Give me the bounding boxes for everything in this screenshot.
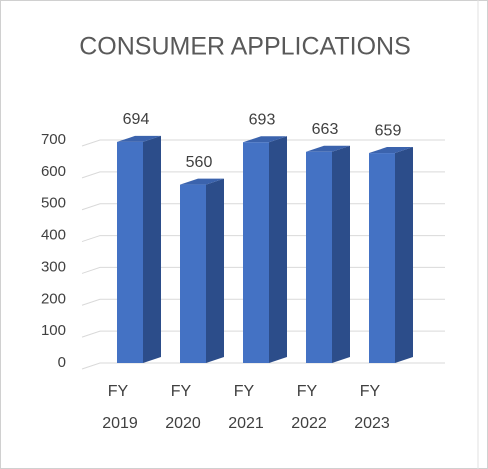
bar-top xyxy=(117,135,161,142)
y-tick-label: 300 xyxy=(41,258,66,275)
chart-title: CONSUMER APPLICATIONS xyxy=(79,33,411,61)
bar-side xyxy=(395,147,413,363)
grid-line xyxy=(81,139,445,147)
x-tick-label: FY 2023 xyxy=(354,383,390,432)
y-tick-label: 200 xyxy=(41,290,66,307)
data-label: 663 xyxy=(312,121,339,138)
y-tick-label: 700 xyxy=(41,131,66,148)
data-label: 659 xyxy=(375,122,402,139)
data-label: 560 xyxy=(186,154,213,171)
bar xyxy=(117,141,143,363)
bar xyxy=(180,184,206,363)
bar-top xyxy=(180,178,224,185)
x-tick-label: FY 2019 xyxy=(102,383,138,432)
x-tick-label: FY 2022 xyxy=(291,383,327,432)
bar-top xyxy=(306,145,350,152)
bar xyxy=(243,142,269,363)
bar xyxy=(369,153,395,363)
data-label: 693 xyxy=(249,111,276,128)
bar-side xyxy=(143,135,161,363)
bar-side xyxy=(332,145,350,363)
data-label: 694 xyxy=(123,111,150,128)
bar-side xyxy=(206,178,224,363)
y-tick-label: 100 xyxy=(41,322,66,339)
x-tick-label: FY 2021 xyxy=(228,383,264,432)
y-tick-label: 600 xyxy=(41,163,66,180)
x-tick-label: FY 2020 xyxy=(165,383,201,432)
y-tick-label: 500 xyxy=(41,195,66,212)
bar-top xyxy=(243,136,287,143)
bar-top xyxy=(369,147,413,154)
y-tick-label: 0 xyxy=(58,354,66,371)
bar-side xyxy=(269,136,287,363)
bar xyxy=(306,151,332,363)
y-tick-label: 400 xyxy=(41,227,66,244)
